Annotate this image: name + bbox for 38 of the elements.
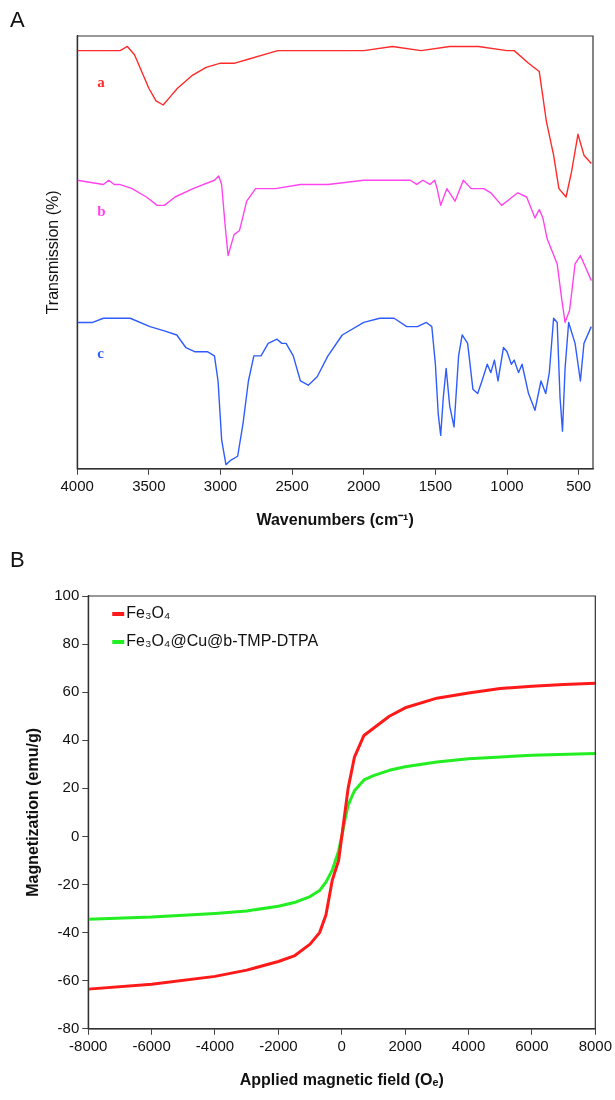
x-tick-label: 4000 xyxy=(451,1036,486,1054)
x-tick-label: 2500 xyxy=(275,476,309,494)
x-tick-label: 8000 xyxy=(578,1036,612,1054)
x-axis-title: Wavenumbers (cm⁻¹) xyxy=(256,510,414,528)
x-tick-label: 1000 xyxy=(490,476,524,494)
legend-label: Fe₃O₄@Cu@b-TMP-DTPA xyxy=(126,632,319,650)
series-label: c xyxy=(97,345,105,362)
x-tick-label: 0 xyxy=(337,1036,346,1054)
y-axis-title: Transmission (%) xyxy=(44,190,62,315)
y-tick-label: 80 xyxy=(62,634,80,652)
x-tick-label: 3500 xyxy=(132,476,166,494)
y-tick-label: -80 xyxy=(57,1018,80,1036)
x-tick-label: -8000 xyxy=(69,1036,108,1054)
x-tick-label: -2000 xyxy=(259,1036,298,1054)
text: A xyxy=(10,7,25,33)
y-tick-label: 0 xyxy=(70,826,80,844)
x-tick-label: 3000 xyxy=(203,476,238,494)
x-tick-label: 2000 xyxy=(388,1036,422,1054)
y-tick-label: -20 xyxy=(57,874,80,892)
x-tick-label: 500 xyxy=(566,476,592,494)
series-label: b xyxy=(97,203,106,220)
text: B xyxy=(10,547,25,573)
x-axis-title: Applied magnetic field (Oₑ) xyxy=(239,1070,444,1088)
x-tick-label: 2000 xyxy=(347,476,381,494)
y-axis-title: Magnetization (emu/g) xyxy=(24,727,42,897)
y-tick-label: -40 xyxy=(57,922,80,940)
x-tick-label: 6000 xyxy=(515,1036,549,1054)
x-tick-label: -4000 xyxy=(195,1036,235,1054)
legend-label: Fe₃O₄ xyxy=(126,604,171,622)
x-tick-label: 4000 xyxy=(60,476,94,494)
x-tick-label: 1500 xyxy=(418,476,453,494)
y-tick-label: 40 xyxy=(62,730,80,748)
series-label: a xyxy=(97,73,106,90)
y-tick-label: 20 xyxy=(62,778,80,796)
y-tick-label: 100 xyxy=(54,586,80,604)
y-tick-label: 60 xyxy=(62,682,80,700)
y-tick-label: -60 xyxy=(57,970,80,988)
x-tick-label: -6000 xyxy=(132,1036,171,1054)
